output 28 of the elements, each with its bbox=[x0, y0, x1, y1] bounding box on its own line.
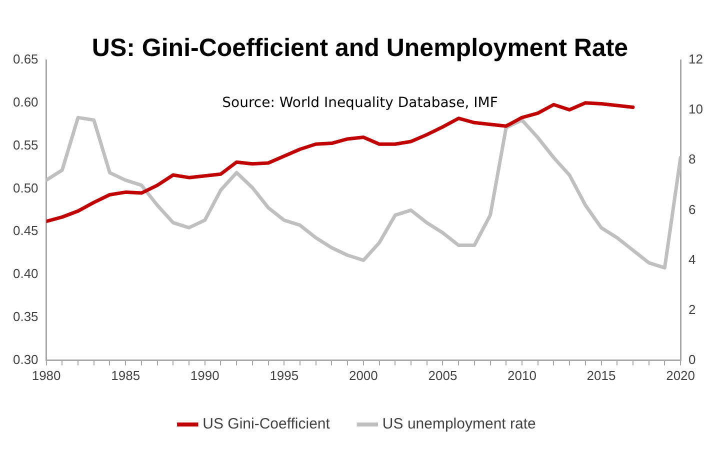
x-tick-label: 1980 bbox=[32, 368, 61, 383]
x-tick-label: 2020 bbox=[666, 368, 695, 383]
y2-tick-label: 0 bbox=[688, 352, 696, 367]
legend-label: US Gini-Coefficient bbox=[202, 416, 331, 433]
text: Source: World Inequality Database, IMF bbox=[222, 95, 498, 111]
y-tick-label: 0.30 bbox=[12, 352, 38, 367]
y2-tick-label: 4 bbox=[688, 252, 696, 267]
x-tick-label: 2015 bbox=[586, 368, 616, 383]
y2-tick-label: 6 bbox=[688, 202, 696, 217]
legend-label: US unemployment rate bbox=[382, 416, 536, 433]
y2-tick-label: 8 bbox=[688, 152, 696, 167]
x-tick-label: 1985 bbox=[111, 368, 140, 383]
y-tick-label: 0.35 bbox=[12, 309, 38, 324]
y2-tick-label: 2 bbox=[688, 302, 696, 317]
x-tick-label: 2010 bbox=[508, 368, 536, 383]
x-tick-label: 1995 bbox=[270, 368, 299, 383]
x-tick-label: 2000 bbox=[348, 368, 378, 383]
y-tick-label: 0.65 bbox=[12, 52, 38, 67]
y2-tick-label: 12 bbox=[688, 52, 704, 67]
x-tick-label: 2005 bbox=[428, 368, 458, 383]
x-tick-label: 1990 bbox=[190, 368, 220, 383]
y-tick-label: 0.55 bbox=[12, 137, 38, 152]
chart-title: US: Gini-Coefficient and Unemployment Rate bbox=[90, 34, 630, 63]
y-tick-label: 0.60 bbox=[12, 94, 38, 110]
y-tick-label: 0.50 bbox=[12, 180, 38, 196]
y-tick-label: 0.40 bbox=[12, 266, 38, 282]
y2-tick-label: 10 bbox=[688, 102, 704, 117]
y-tick-label: 0.45 bbox=[12, 223, 38, 238]
